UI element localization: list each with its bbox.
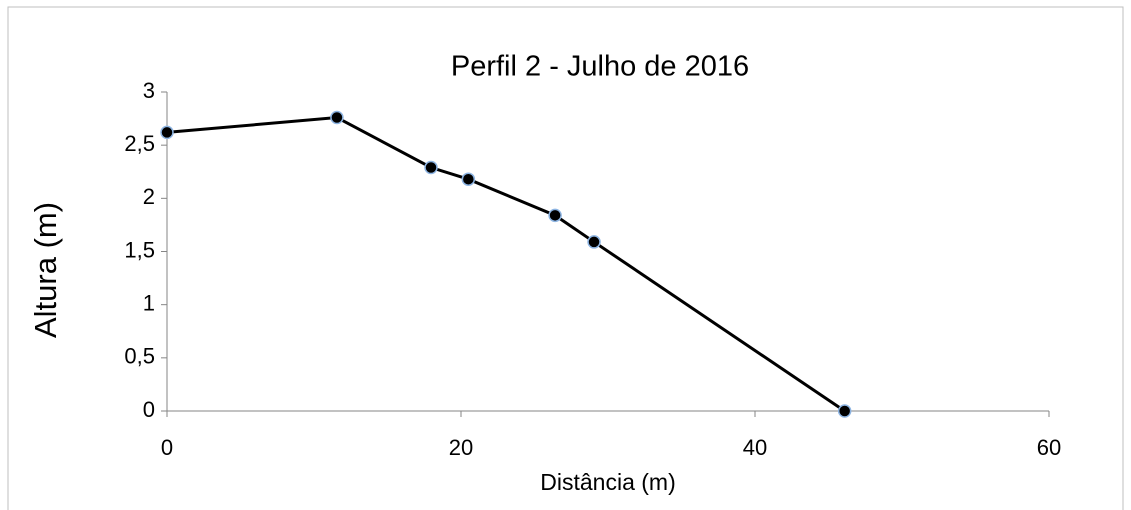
marker	[424, 160, 438, 175]
y-tick-label: 1	[143, 290, 155, 315]
marker	[330, 110, 344, 125]
marker	[587, 235, 601, 249]
x-axis-title: Distância (m)	[540, 469, 675, 495]
y-axis-title: Altura (m)	[28, 202, 63, 338]
marker	[837, 404, 852, 418]
marker	[548, 208, 562, 223]
y-tick-label: 3	[143, 78, 155, 103]
y-tick-label: 2,5	[124, 131, 155, 156]
chart-frame	[7, 6, 1124, 510]
chart-title: Perfil 2 - Julho de 2016	[451, 51, 749, 83]
x-tick-label: 20	[449, 435, 473, 460]
x-tick-label: 40	[743, 435, 767, 460]
marker	[461, 172, 476, 186]
y-tick-label: 0,5	[124, 344, 155, 369]
y-tick-label: 2	[143, 184, 155, 209]
x-tick-label: 0	[161, 435, 173, 460]
y-tick-label: 1,5	[124, 237, 155, 262]
y-tick-label: 0	[143, 397, 155, 422]
x-tick-label: 60	[1037, 435, 1061, 460]
line	[166, 115, 846, 413]
marker	[160, 125, 174, 140]
